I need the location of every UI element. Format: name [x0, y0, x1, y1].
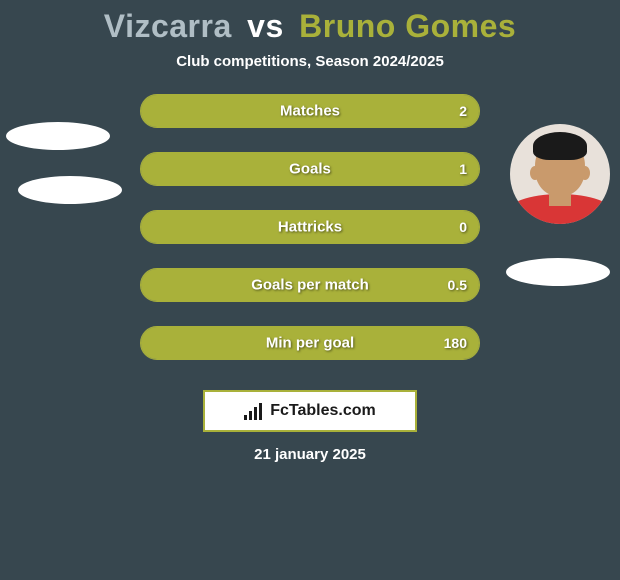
stat-bar: Goals per match 0.5	[140, 268, 480, 302]
stat-bar: Goals 1	[140, 152, 480, 186]
stat-label: Goals	[289, 161, 331, 178]
stat-bar: Hattricks 0	[140, 210, 480, 244]
stat-right-value: 2	[459, 103, 467, 119]
player2-avatar	[510, 124, 610, 224]
left-side-slot	[20, 320, 140, 366]
stat-bar: Matches 2	[140, 94, 480, 128]
title: Vizcarra vs Bruno Gomes	[104, 8, 516, 45]
left-side-slot	[20, 204, 140, 250]
player2-placeholder-ellipse	[506, 258, 610, 286]
brand-chart-icon	[244, 402, 266, 420]
stat-right-value: 0	[459, 219, 467, 235]
stat-right-value: 1	[459, 161, 467, 177]
player2-name: Bruno Gomes	[299, 8, 516, 44]
date-label: 21 january 2025	[254, 446, 366, 463]
stat-label: Matches	[280, 103, 340, 120]
stat-label: Hattricks	[278, 219, 342, 236]
player1-placeholder-ellipse	[6, 122, 110, 150]
right-side-slot	[480, 320, 600, 366]
stat-bar: Min per goal 180	[140, 326, 480, 360]
player1-placeholder-ellipse	[18, 176, 122, 204]
stat-right-value: 180	[444, 335, 467, 351]
left-side-slot	[20, 262, 140, 308]
brand-box: FcTables.com	[203, 390, 417, 432]
infographic-root: Vizcarra vs Bruno Gomes Club competition…	[0, 0, 620, 463]
stat-label: Goals per match	[251, 277, 369, 294]
subtitle: Club competitions, Season 2024/2025	[176, 53, 444, 70]
player1-name: Vizcarra	[104, 8, 232, 44]
brand-text: FcTables.com	[270, 402, 376, 420]
stat-right-value: 0.5	[448, 277, 467, 293]
stat-label: Min per goal	[266, 335, 354, 352]
vs-label: vs	[247, 8, 284, 44]
stat-row: Min per goal 180	[0, 320, 620, 366]
